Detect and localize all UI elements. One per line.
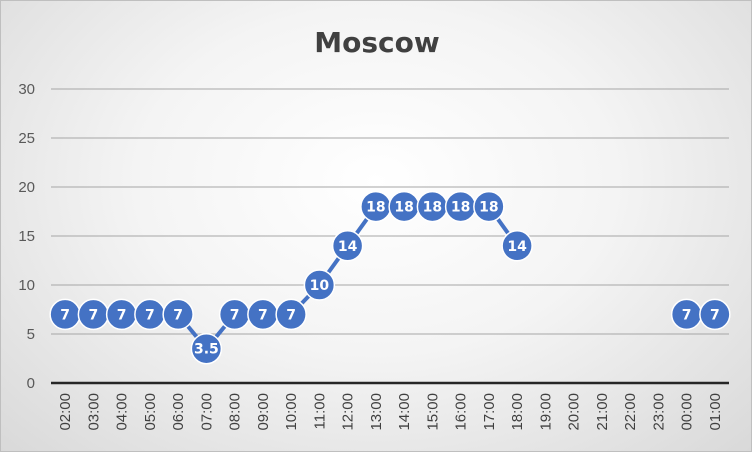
x-tick-label: 01:00: [707, 393, 724, 431]
gridlines: [51, 88, 729, 335]
x-tick-label: 05:00: [142, 393, 159, 431]
y-tick-label: 20: [18, 179, 35, 196]
x-tick-label: 13:00: [368, 393, 385, 431]
x-tick-label: 12:00: [340, 393, 357, 431]
x-tick-label: 08:00: [227, 393, 244, 431]
chart-title: Moscow: [314, 26, 439, 59]
x-tick-label: 14:00: [396, 393, 413, 431]
data-point: [501, 230, 533, 262]
y-tick-label: 15: [18, 228, 35, 245]
data-label: 7: [710, 307, 720, 323]
x-tick-label: 21:00: [594, 393, 611, 431]
x-tick-label: 18:00: [509, 393, 526, 431]
data-label: 10: [310, 278, 330, 294]
y-tick-label: 10: [18, 277, 35, 294]
data-label: 3.5: [194, 342, 219, 358]
data-label: 18: [366, 200, 385, 216]
data-point: [162, 298, 194, 331]
data-points: 7 7 7 7 7 3.5 7 7 7 10 14 18 18 18 18 18 14 7 7: [49, 190, 731, 365]
data-label: 7: [145, 307, 155, 323]
y-tick-label: 30: [18, 81, 35, 98]
x-tick-label: 16:00: [453, 393, 470, 431]
data-label: 18: [423, 200, 442, 216]
data-label: 14: [338, 239, 358, 255]
x-tick-label: 03:00: [85, 393, 102, 431]
y-tick-label: 0: [27, 375, 35, 392]
y-tick-label: 25: [18, 130, 35, 147]
series-lines: [65, 204, 715, 350]
x-tick-label: 00:00: [679, 393, 696, 431]
data-label: 18: [479, 200, 498, 216]
x-tick-label: 19:00: [537, 393, 554, 431]
y-axis-tick-labels: 0 5 10 15 20 25 30: [18, 81, 35, 392]
x-tick-label: 11:00: [311, 393, 328, 429]
data-label: 18: [451, 200, 470, 216]
data-point: [190, 332, 223, 365]
y-tick-label: 5: [27, 326, 35, 343]
x-axis-tick-labels: 02:00 03:00 04:00 05:00 06:00 07:00 08:00 09:00…: [57, 393, 724, 431]
data-label: 7: [286, 307, 296, 323]
x-tick-label: 22:00: [622, 393, 639, 431]
x-tick-label: 15:00: [424, 393, 441, 431]
x-tick-label: 04:00: [114, 393, 131, 431]
data-point: [473, 190, 505, 223]
data-label: 7: [60, 307, 70, 323]
x-tick-label: 02:00: [57, 393, 74, 431]
x-tick-label: 20:00: [566, 393, 583, 431]
x-tick-label: 23:00: [650, 393, 667, 431]
data-point: [275, 298, 307, 331]
data-point: [699, 298, 731, 331]
data-point: [331, 230, 364, 262]
x-tick-label: 07:00: [198, 393, 215, 431]
data-point: [303, 269, 336, 301]
data-label: 18: [394, 200, 413, 216]
data-label: 7: [258, 307, 268, 323]
x-tick-label: 17:00: [481, 393, 498, 431]
x-tick-label: 06:00: [170, 393, 187, 431]
data-label: 7: [89, 307, 99, 323]
data-label: 7: [230, 307, 240, 323]
x-tick-label: 10:00: [283, 393, 300, 431]
data-label: 7: [117, 307, 127, 323]
x-tick-label: 09:00: [255, 393, 272, 431]
data-label: 7: [682, 307, 692, 323]
data-label: 14: [507, 239, 527, 255]
data-label: 7: [173, 307, 183, 323]
